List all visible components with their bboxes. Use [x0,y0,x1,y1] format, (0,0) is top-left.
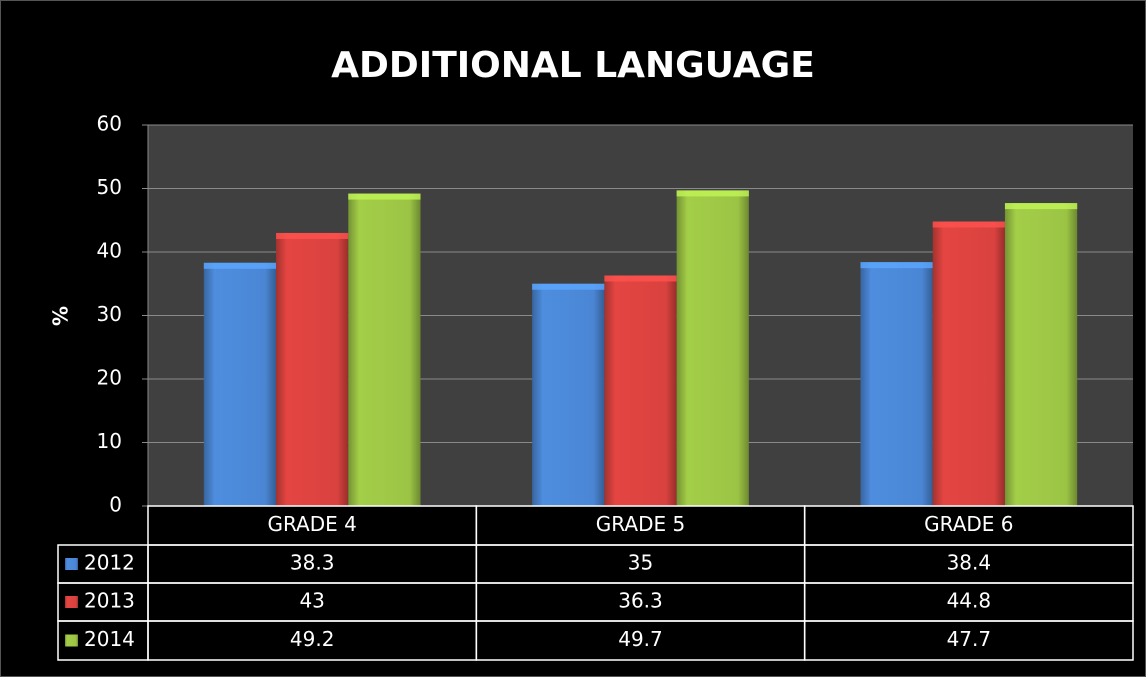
table-value: 43 [299,589,324,613]
legend-label: 2013 [84,589,135,613]
bar [676,190,749,506]
legend-key [65,558,78,570]
y-tick-label: 20 [97,366,122,390]
bar-cap [1004,203,1078,210]
table-value: 35 [628,551,653,575]
bar [604,275,677,506]
bar [348,193,421,506]
bar [932,221,1005,506]
bar-cap [203,262,277,269]
y-tick-label: 30 [97,302,122,326]
table-value: 49.7 [618,627,663,651]
y-tick-label: 60 [97,112,122,136]
bar-cap [932,221,1005,228]
bar [532,283,605,506]
bar-cap [604,275,677,282]
legend-label: 2012 [84,551,135,575]
y-tick-label: 0 [109,493,122,517]
chart-title: ADDITIONAL LANGUAGE [331,45,815,86]
legend-key [65,634,78,647]
table-value: 47.7 [947,627,992,651]
y-tick-label: 40 [97,239,122,263]
table-value: 38.4 [947,551,992,575]
bar-cap [860,262,933,269]
table-value: 49.2 [290,627,335,651]
x-tick-label: GRADE 6 [924,512,1013,536]
bar-cap [348,193,421,200]
y-axis-label: % [49,306,73,326]
bar-cap [532,283,605,290]
bar [1004,203,1078,507]
table-cell [803,620,1134,661]
y-tick-label: 50 [97,175,122,199]
bar [276,232,349,506]
table-value: 38.3 [290,551,335,575]
bar-cap [676,190,749,197]
bar-cap [276,232,349,239]
bar [860,262,933,506]
table-value: 36.3 [618,589,663,613]
table-value: 44.8 [947,589,992,613]
legend-label: 2014 [84,627,135,651]
x-tick-label: GRADE 4 [267,512,356,536]
legend-key [65,596,78,608]
x-tick-label: GRADE 5 [596,512,685,536]
bar [203,262,277,506]
y-tick-label: 10 [97,429,122,453]
